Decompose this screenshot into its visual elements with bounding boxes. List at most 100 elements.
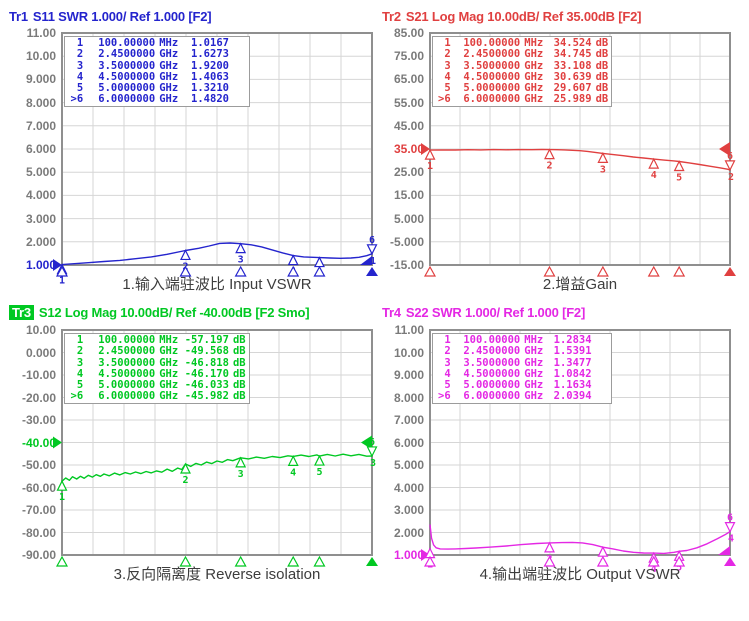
marker-6-label: 6 (727, 151, 733, 162)
marker-1-freq-label: 100.00000 (98, 334, 156, 346)
marker-table-row: 3 3.5000000 GHz 1.3477 (435, 356, 609, 369)
trace-tag[interactable]: Tr2 (382, 9, 401, 24)
marker-6-label: 6 (369, 437, 375, 448)
marker-2-stimulus-indicator (179, 265, 192, 277)
marker-6-value-unit (229, 94, 247, 105)
marker-6-row-n: >6 (438, 390, 451, 403)
marker-3-stimulus-indicator (234, 265, 247, 277)
trace-header-text: S21 Log Mag 10.00dB/ Ref 35.00dB [F2] (405, 9, 642, 24)
y-axis-tick-label: 85.00 (393, 26, 424, 40)
marker-3-value-label: -46.818 (184, 356, 229, 369)
marker-5-triangle[interactable] (673, 160, 685, 172)
marker-table-row: 5 5.0000000 GHz 1.1634 (435, 379, 609, 392)
marker-4-triangle[interactable] (648, 157, 660, 169)
marker-5-label: 5 (676, 562, 682, 573)
ref-level-left-indicator[interactable] (421, 549, 430, 561)
trace-tag[interactable]: Tr4 (382, 305, 401, 320)
marker-table-row: 5 5.0000000 GHz 1.3210 (67, 82, 247, 94)
marker-table-row: 4 4.5000000 GHz -46.170 dB (67, 367, 247, 380)
marker-4-row-n: 4 (76, 367, 84, 380)
marker-4-triangle[interactable] (287, 455, 299, 466)
marker-3-triangle[interactable] (597, 152, 609, 163)
marker-3-triangle[interactable] (597, 545, 609, 557)
marker-1-freq-label: 100.00000 (98, 37, 156, 49)
y-axis-tick-label: 2.000 (25, 234, 56, 249)
marker-6-value-label: 2.0394 (553, 390, 592, 403)
marker-3-triangle[interactable] (235, 456, 247, 468)
marker-6-triangle[interactable] (366, 244, 378, 256)
y-axis-tick-label: 3.000 (393, 503, 424, 517)
trace-header-text: S12 Log Mag 10.00dB/ Ref -40.00dB [F2 Sm… (38, 305, 310, 320)
marker-4-value-unit: dB (232, 367, 246, 380)
trace-header-tr4[interactable]: Tr4 S22 SWR 1.000/ Ref 1.000 [F2] (382, 305, 585, 320)
marker-3-freq-unit: GHz (524, 59, 544, 72)
trace-tag[interactable]: Tr1 (9, 9, 28, 24)
marker-table-row: 4 4.5000000 GHz 1.0842 (435, 367, 609, 380)
marker-2-triangle[interactable] (180, 462, 191, 474)
y-axis-tick-label: 25.00 (393, 165, 424, 180)
marker-table-row: 2 2.4500000 GHz 34.745 dB (435, 48, 609, 61)
y-axis-tick-label: 6.000 (393, 435, 424, 450)
ref-level-right-indicator (360, 256, 372, 265)
marker-6-triangle[interactable] (724, 160, 736, 172)
marker-5-freq-unit: GHz (524, 379, 544, 392)
ref-level-right-indicator (718, 546, 730, 555)
marker-3-value-label: 1.9200 (191, 59, 229, 72)
ref-level-left-indicator[interactable] (421, 143, 430, 155)
plot-tr3: 123 4 563 (53, 329, 378, 567)
y-axis-tick-label: 2.000 (393, 525, 424, 540)
marker-1-label: 1 (59, 276, 65, 287)
marker-1-value-label: 1.0167 (191, 37, 229, 49)
marker-5-stimulus-indicator (673, 555, 686, 567)
marker-1-freq-unit: MHz (524, 334, 544, 346)
marker-5-row-n: 5 (444, 379, 451, 392)
marker-1-freq-label: 100.00000 (463, 334, 521, 346)
marker-5-row-n: 5 (76, 379, 84, 392)
marker-3-label: 3 (238, 469, 244, 480)
marker-2-triangle[interactable] (180, 249, 191, 261)
y-axis-tick-label: -20.00 (21, 390, 56, 405)
marker-1-freq-unit: MHz (159, 37, 179, 49)
marker-6-freq-unit: GHz (524, 390, 544, 403)
marker-1-triangle[interactable] (56, 479, 68, 491)
marker-6-label: 6 (727, 513, 733, 524)
marker-6-triangle[interactable] (366, 446, 378, 458)
trace-tr4 (429, 524, 731, 555)
marker-2-freq-label: 2.4500000 (98, 345, 156, 358)
marker-5-value-label: -46.033 (184, 379, 229, 392)
marker-5-triangle[interactable] (313, 256, 325, 268)
marker-6-freq-label: 6.0000000 (98, 93, 156, 106)
marker-4-value-unit: dB (595, 70, 609, 83)
marker-2-triangle[interactable] (544, 148, 555, 160)
y-axis-tick-label: 5.000 (393, 458, 424, 472)
marker-table: 1 100.00000 MHz 34.524 dB 2 2.4500000 GHz 34.745… (432, 36, 612, 107)
marker-4-freq-label: 4.5000000 (463, 70, 521, 83)
y-axis-tick-label: -5.000 (389, 234, 424, 249)
y-axis-tick-label: -90.00 (21, 548, 56, 562)
marker-2-triangle[interactable] (544, 541, 555, 553)
y-axis-tick-label: 3.000 (25, 211, 56, 226)
ref-level-left-indicator[interactable] (53, 436, 62, 449)
marker-1-freq-label: 100.00000 (463, 37, 521, 49)
y-axis-tick-label: -15.00 (389, 258, 424, 272)
trace-header-tr3[interactable]: Tr3 S12 Log Mag 10.00dB/ Ref -40.00dB [F2… (9, 305, 310, 320)
ref-level-right-indicator (361, 435, 372, 450)
marker-4-freq-label: 4.5000000 (463, 367, 521, 380)
marker-1-row-n: 1 (76, 37, 84, 49)
marker-2-freq-label: 2.4500000 (463, 345, 521, 358)
marker-5-triangle[interactable] (313, 454, 325, 466)
trace-header-tr1[interactable]: Tr1 S11 SWR 1.000/ Ref 1.000 [F2] (9, 9, 212, 24)
marker-4-freq-unit: GHz (159, 70, 179, 83)
trace-header-tr2[interactable]: Tr2 S21 Log Mag 10.00dB/ Ref 35.00dB [F2] (382, 9, 641, 24)
marker-1-triangle[interactable] (424, 148, 436, 160)
ref-level-left-indicator[interactable] (53, 259, 62, 271)
marker-2-freq-label: 2.4500000 (463, 48, 521, 61)
marker-3-value-unit: dB (595, 59, 609, 72)
marker-3-triangle[interactable] (235, 242, 247, 254)
trace-tag[interactable]: Tr3 (9, 305, 34, 320)
marker-2-value-label: 34.745 (553, 48, 592, 61)
marker-3-row-n: 3 (444, 356, 451, 369)
marker-6-triangle[interactable] (724, 522, 736, 533)
marker-4-triangle[interactable] (287, 254, 299, 266)
marker-6-value-label: 25.989 (553, 93, 592, 106)
